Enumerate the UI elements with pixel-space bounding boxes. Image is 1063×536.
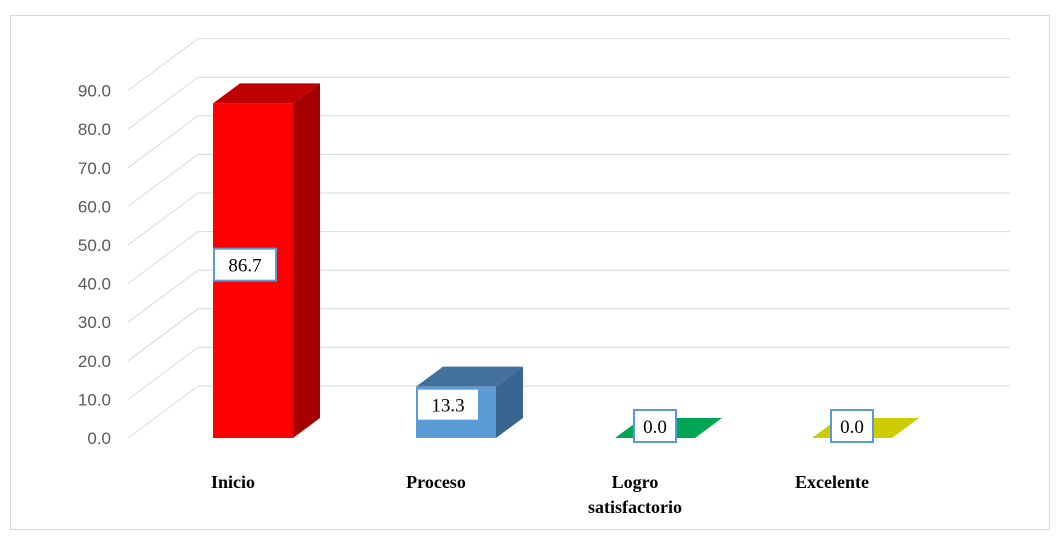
y-tick-label: 50.0 [78,236,111,255]
gridline [127,308,1010,362]
bar-side [496,366,523,438]
y-tick-label: 20.0 [78,352,111,371]
y-tick-label: 60.0 [78,197,111,216]
data-label: 0.0 [840,417,864,438]
data-label-box [416,387,480,422]
y-tick-label: 40.0 [78,275,111,294]
data-label: 0.0 [643,417,667,438]
chart-area [10,15,1050,530]
x-category-label: Proceso [406,472,466,492]
y-tick-label: 70.0 [78,159,111,178]
y-tick-label: 0.0 [87,429,111,448]
data-label: 86.7 [228,256,261,277]
gridline [127,231,1010,285]
x-category-label: satisfactorio [588,497,682,517]
gridline [127,38,1010,92]
gridline [127,76,1010,130]
gridline [127,269,1010,323]
data-label-box [213,247,277,282]
gridline [127,153,1010,207]
y-tick-label: 90.0 [78,82,111,101]
gridline [127,385,1010,439]
y-tick-label: 30.0 [78,313,111,332]
data-label: 13.3 [431,396,464,417]
y-tick-label: 10.0 [78,390,111,409]
x-category-label: Excelente [795,472,869,492]
bar-top [416,366,523,387]
x-category-label: Inicio [211,472,255,492]
bar-top [213,83,320,104]
bar-side [293,83,320,438]
data-label-box [633,409,677,443]
x-category-label: Logro [612,472,659,492]
y-tick-label: 80.0 [78,120,111,139]
gridline [127,346,1010,400]
gridline [127,192,1010,246]
gridline [127,115,1010,169]
data-label-box [830,409,874,443]
